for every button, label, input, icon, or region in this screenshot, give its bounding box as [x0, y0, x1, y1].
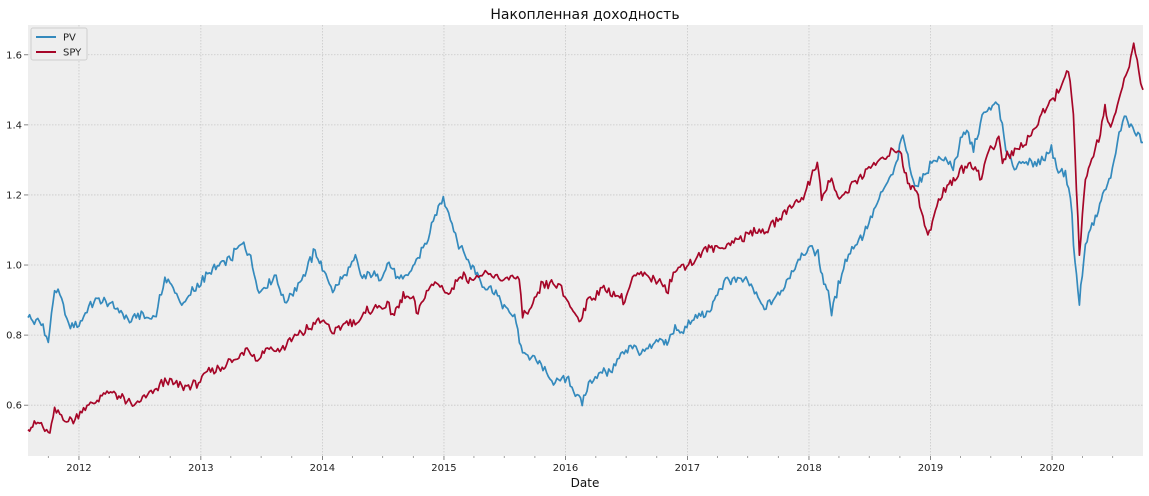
- x-tick-label: 2013: [188, 463, 213, 474]
- series-line-pv: [27, 101, 1144, 407]
- series-lines: [27, 42, 1144, 434]
- y-tick-label: 0.8: [6, 331, 22, 342]
- chart-title: Накопленная доходность: [490, 7, 679, 23]
- plot-area: [28, 25, 1143, 456]
- x-tick-label: 2015: [431, 463, 456, 474]
- x-tick-label: 2012: [66, 463, 91, 474]
- legend-label-pv: PV: [63, 33, 76, 44]
- y-tick-label: 1.6: [6, 50, 22, 61]
- x-tick-label: 2020: [1039, 463, 1064, 474]
- x-tick-label: 2016: [553, 463, 578, 474]
- legend-label-spy: SPY: [63, 48, 82, 59]
- x-tick-label: 2018: [796, 463, 821, 474]
- legend-items: PV SPY: [36, 33, 82, 59]
- x-tick-label: 2019: [918, 463, 943, 474]
- y-tick-label: 0.6: [6, 401, 22, 412]
- y-tick-label: 1.0: [6, 261, 22, 272]
- y-tick-label: 1.2: [6, 190, 22, 201]
- x-axis-label: Date: [571, 476, 600, 490]
- x-tick-label: 2017: [675, 463, 700, 474]
- y-tick-label: 1.4: [6, 120, 22, 131]
- legend: PV SPY: [30, 27, 88, 61]
- x-tick-label: 2014: [310, 463, 335, 474]
- axis-ticks: 2012 2013 2014 2015 2016 2017 2018 2019 2020 0.6 0…: [6, 50, 1114, 474]
- series-line-spy: [27, 42, 1144, 434]
